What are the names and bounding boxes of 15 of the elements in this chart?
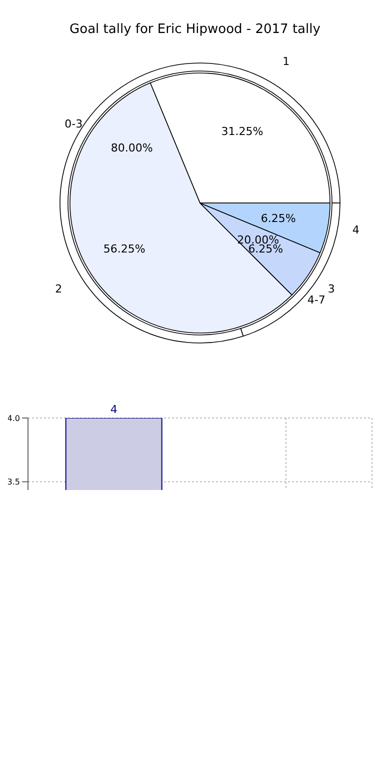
data-label: 4 [110, 403, 118, 416]
slice-label: 4 [352, 223, 360, 236]
slice-label: 4-7 [307, 294, 326, 307]
slice-label: 0-3 [64, 117, 83, 130]
slice-label: 2 [55, 282, 62, 296]
slice-label: 3 [328, 282, 335, 296]
data-label: 6.25% [248, 242, 284, 256]
slice-label: 1 [282, 55, 290, 68]
data-label: 31.25% [221, 124, 264, 138]
data-label: 56.25% [103, 242, 146, 256]
y-tick-label: 3.5 [7, 478, 20, 487]
data-label: 80.00% [110, 142, 153, 155]
y-tick-label: 4.0 [7, 414, 20, 423]
chart-title: Goal tally for Eric Hipwood - 2017 tally [68, 22, 322, 37]
data-label: 6.25% [260, 212, 296, 226]
